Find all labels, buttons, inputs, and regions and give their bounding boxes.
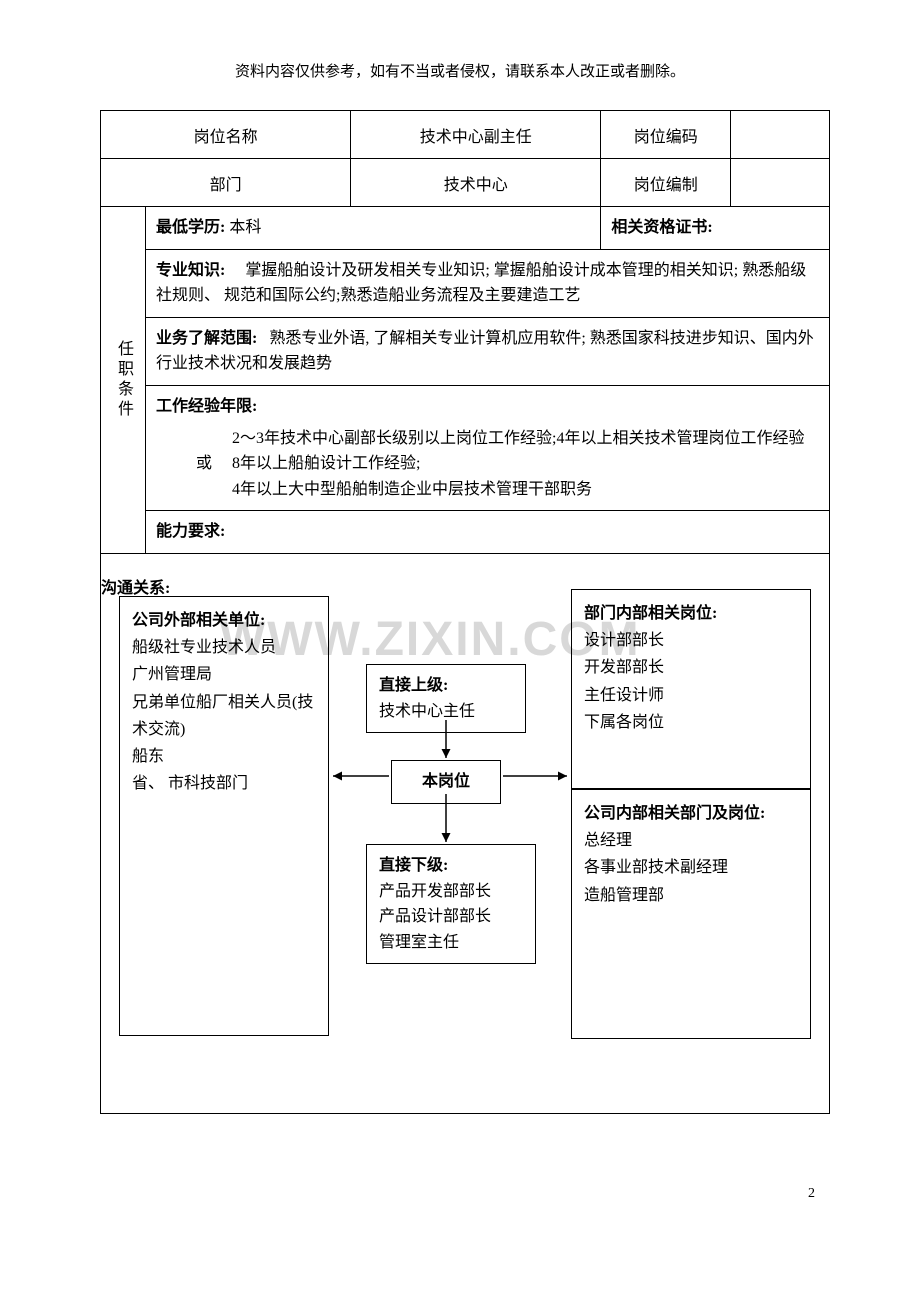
value-position-name: 技术中心副主任 <box>351 111 601 159</box>
row-experience: 工作经验年限: 或 2～3年技术中心副部长级别以上岗位工作经验;4年以上相关技术… <box>101 385 830 510</box>
subordinate-item-1: 产品设计部部长 <box>379 904 523 930</box>
cell-knowledge: 专业知识: 掌握船舶设计及研发相关专业知识; 掌握船舶设计成本管理的相关知识; … <box>146 249 830 317</box>
cell-ability: 能力要求: <box>146 511 830 554</box>
cell-communication: 沟通关系: 公司外部相关单位: 船级社专业技术人员 广州管理局 兄弟单位船厂相关… <box>101 553 830 1113</box>
value-position-code <box>731 111 830 159</box>
external-item-4: 省、 市科技部门 <box>132 770 316 797</box>
subordinate-item-2: 管理室主任 <box>379 930 523 956</box>
subordinate-item-0: 产品开发部部长 <box>379 879 523 905</box>
internal-company-item-2: 造船管理部 <box>584 882 798 909</box>
internal-dept-item-1: 开发部部长 <box>584 654 798 681</box>
internal-company-item-0: 总经理 <box>584 827 798 854</box>
label-ability: 能力要求: <box>156 523 225 540</box>
value-min-education: 本科 <box>229 219 261 236</box>
label-knowledge: 专业知识: <box>156 262 225 279</box>
cell-cert: 相关资格证书: <box>601 207 830 250</box>
superior-title: 直接上级: <box>379 673 513 699</box>
value-quota <box>731 159 830 207</box>
box-internal-company: 公司内部相关部门及岗位: 总经理 各事业部技术副经理 造船管理部 <box>571 789 811 1039</box>
row-knowledge: 专业知识: 掌握船舶设计及研发相关专业知识; 掌握船舶设计成本管理的相关知识; … <box>101 249 830 317</box>
row-scope: 业务了解范围: 熟悉专业外语, 了解相关专业计算机应用软件; 熟悉国家科技进步知… <box>101 317 830 385</box>
internal-dept-item-0: 设计部部长 <box>584 627 798 654</box>
label-quota: 岗位编制 <box>601 159 731 207</box>
label-cert: 相关资格证书: <box>611 219 712 236</box>
row-education: 任职条件 最低学历: 本科 相关资格证书: <box>101 207 830 250</box>
experience-line2: 8年以上船舶设计工作经验; <box>232 451 819 477</box>
box-self: 本岗位 <box>391 760 501 804</box>
internal-dept-item-2: 主任设计师 <box>584 682 798 709</box>
superior-value: 技术中心主任 <box>379 699 513 725</box>
row-position: 岗位名称 技术中心副主任 岗位编码 <box>101 111 830 159</box>
internal-company-title: 公司内部相关部门及岗位: <box>584 800 798 827</box>
row-communication: 沟通关系: 公司外部相关单位: 船级社专业技术人员 广州管理局 兄弟单位船厂相关… <box>101 553 830 1113</box>
label-communication: 沟通关系: <box>101 574 170 598</box>
box-subordinate: 直接下级: 产品开发部部长 产品设计部部长 管理室主任 <box>366 844 536 964</box>
label-position-name: 岗位名称 <box>101 111 351 159</box>
box-internal-dept: 部门内部相关岗位: 设计部部长 开发部部长 主任设计师 下属各岗位 <box>571 589 811 789</box>
label-experience: 工作经验年限: <box>156 394 819 420</box>
job-spec-table: 岗位名称 技术中心副主任 岗位编码 部门 技术中心 岗位编制 任职条件 最低学历… <box>100 110 830 1114</box>
label-min-education: 最低学历: <box>156 219 225 236</box>
label-scope: 业务了解范围: <box>156 330 257 347</box>
cell-experience: 工作经验年限: 或 2～3年技术中心副部长级别以上岗位工作经验;4年以上相关技术… <box>146 385 830 510</box>
external-item-2: 兄弟单位船厂相关人员(技术交流) <box>132 689 316 743</box>
page-number: 2 <box>808 1186 815 1202</box>
subordinate-title: 直接下级: <box>379 853 523 879</box>
experience-line1: 2～3年技术中心副部长级别以上岗位工作经验;4年以上相关技术管理岗位工作经验 <box>232 426 819 452</box>
internal-dept-item-3: 下属各岗位 <box>584 709 798 736</box>
external-item-0: 船级社专业技术人员 <box>132 634 316 661</box>
row-ability: 能力要求: <box>101 511 830 554</box>
external-title: 公司外部相关单位: <box>132 607 316 634</box>
external-item-3: 船东 <box>132 743 316 770</box>
label-qualifications: 任职条件 <box>101 207 146 554</box>
row-department: 部门 技术中心 岗位编制 <box>101 159 830 207</box>
experience-or: 或 <box>156 426 212 503</box>
internal-dept-title: 部门内部相关岗位: <box>584 600 798 627</box>
cell-education: 最低学历: 本科 <box>146 207 601 250</box>
label-department: 部门 <box>101 159 351 207</box>
internal-company-item-1: 各事业部技术副经理 <box>584 854 798 881</box>
text-knowledge: 掌握船舶设计及研发相关专业知识; 掌握船舶设计成本管理的相关知识; 熟悉船级社规… <box>156 262 806 305</box>
external-item-1: 广州管理局 <box>132 661 316 688</box>
experience-line3: 4年以上大中型船舶制造企业中层技术管理干部职务 <box>232 477 819 503</box>
label-position-code: 岗位编码 <box>601 111 731 159</box>
cell-scope: 业务了解范围: 熟悉专业外语, 了解相关专业计算机应用软件; 熟悉国家科技进步知… <box>146 317 830 385</box>
box-external: 公司外部相关单位: 船级社专业技术人员 广州管理局 兄弟单位船厂相关人员(技术交… <box>119 596 329 1036</box>
value-department: 技术中心 <box>351 159 601 207</box>
page-disclaimer: 资料内容仅供参考，如有不当或者侵权，请联系本人改正或者删除。 <box>0 0 920 81</box>
box-superior: 直接上级: 技术中心主任 <box>366 664 526 733</box>
